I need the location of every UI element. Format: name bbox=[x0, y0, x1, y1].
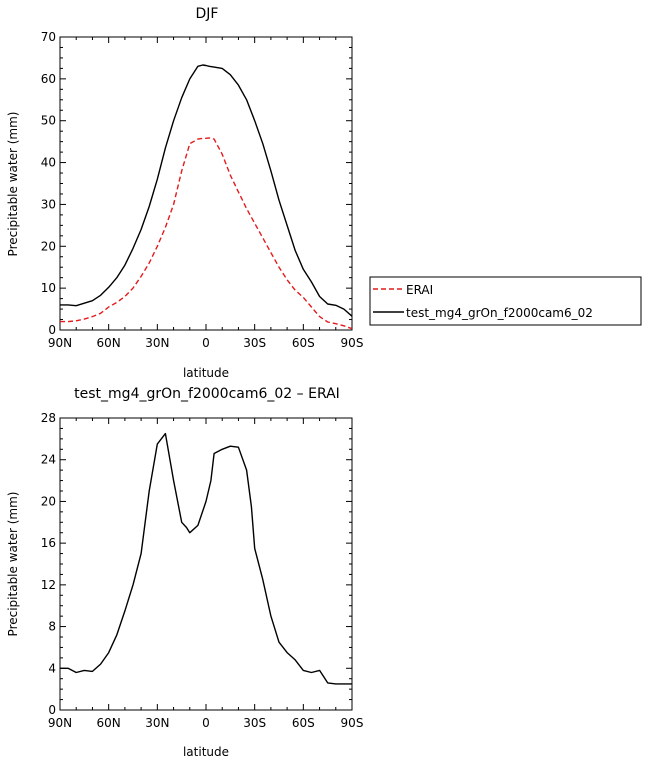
top-xtick-label: 90N bbox=[48, 336, 72, 350]
top-title: DJF bbox=[196, 6, 219, 22]
bottom-ytick-label: 0 bbox=[48, 703, 56, 717]
top-xtick-label: 60S bbox=[292, 336, 315, 350]
legend: ERAI test_mg4_grOn_f2000cam6_02 bbox=[369, 276, 642, 326]
bottom-ytick-label: 4 bbox=[48, 661, 56, 675]
top-xtick-label: 30S bbox=[243, 336, 266, 350]
bottom-ytick-label: 20 bbox=[41, 494, 56, 508]
top-x-ticks: 90N 60N 30N 0 30S 60S 90S bbox=[48, 37, 364, 350]
bottom-ytick-label: 12 bbox=[41, 578, 56, 592]
bottom-y-ticks: 0 4 8 12 16 20 24 28 bbox=[41, 411, 352, 717]
bottom-x-axis-label: latitude bbox=[183, 745, 229, 759]
top-ytick-label: 50 bbox=[41, 114, 56, 128]
top-x-axis-label: latitude bbox=[183, 366, 229, 380]
bottom-xtick-label: 30S bbox=[243, 716, 266, 730]
bottom-xtick-label: 90S bbox=[341, 716, 364, 730]
bottom-xtick-label: 60S bbox=[292, 716, 315, 730]
top-xtick-label: 0 bbox=[202, 336, 210, 350]
legend-label-erai: ERAI bbox=[406, 283, 433, 297]
top-xtick-label: 90S bbox=[341, 336, 364, 350]
top-ytick-label: 0 bbox=[48, 323, 56, 337]
top-xtick-label: 30N bbox=[145, 336, 169, 350]
top-series-lines bbox=[60, 64, 353, 330]
top-ytick-label: 60 bbox=[41, 72, 56, 86]
top-plot-frame bbox=[59, 36, 353, 331]
top-series-line-1 bbox=[60, 64, 353, 317]
top-ytick-label: 10 bbox=[41, 281, 56, 295]
bottom-ytick-label: 8 bbox=[48, 620, 56, 634]
top-ytick-label: 20 bbox=[41, 239, 56, 253]
top-y-axis-label: Precipitable water (mm) bbox=[6, 112, 20, 257]
top-y-ticks: 0 10 20 30 40 50 60 70 bbox=[41, 30, 352, 337]
bottom-ytick-label: 24 bbox=[41, 453, 56, 467]
top-xtick-label: 60N bbox=[97, 336, 121, 350]
legend-label-test: test_mg4_grOn_f2000cam6_02 bbox=[406, 306, 593, 320]
bottom-title: test_mg4_grOn_f2000cam6_02 – ERAI bbox=[74, 386, 340, 402]
bottom-y-axis-label: Precipitable water (mm) bbox=[6, 492, 20, 637]
legend-box bbox=[369, 276, 642, 326]
top-series-line-0 bbox=[60, 137, 353, 330]
bottom-panel: test_mg4_grOn_f2000cam6_02 – ERAI 0 4 8 12 1… bbox=[6, 386, 363, 759]
bottom-xtick-label: 30N bbox=[145, 716, 169, 730]
top-ytick-label: 30 bbox=[41, 197, 56, 211]
bottom-xtick-label: 90N bbox=[48, 716, 72, 730]
top-ytick-label: 70 bbox=[41, 30, 56, 44]
bottom-xtick-label: 0 bbox=[202, 716, 210, 730]
bottom-series-line-0 bbox=[60, 432, 352, 685]
bottom-plot-frame bbox=[59, 417, 353, 711]
bottom-series-lines bbox=[60, 432, 352, 685]
bottom-x-ticks: 90N 60N 30N 0 30S 60S 90S bbox=[48, 418, 364, 730]
bottom-ytick-label: 28 bbox=[41, 411, 56, 425]
bottom-ytick-label: 16 bbox=[41, 536, 56, 550]
top-ytick-label: 40 bbox=[41, 156, 56, 170]
bottom-xtick-label: 60N bbox=[97, 716, 121, 730]
